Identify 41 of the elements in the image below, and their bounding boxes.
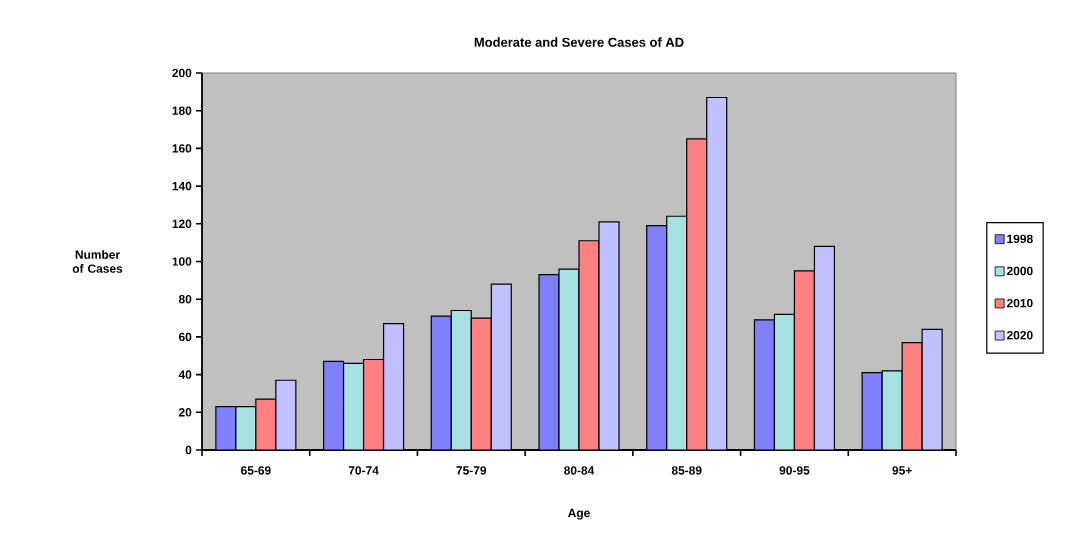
- x-tick-label: 90-95: [779, 466, 810, 475]
- y-tick-label: 60: [178, 332, 192, 342]
- bar: [773, 313, 796, 450]
- y-tick-label: 100: [172, 257, 192, 266]
- y-tick-label: 160: [172, 144, 192, 153]
- bar: [322, 360, 345, 450]
- y-tick-label: 120: [172, 219, 192, 229]
- y-tick-label: 180: [172, 106, 192, 115]
- x-tick-label: 95+: [892, 466, 912, 475]
- bar: [753, 319, 776, 450]
- y-tick-label: 80: [178, 294, 192, 304]
- x-tick-label: 85-89: [671, 466, 702, 475]
- bar: [362, 358, 385, 450]
- legend-label: 1998: [1007, 234, 1033, 244]
- y-tick-label: 40: [178, 370, 192, 379]
- legend-label: 2000: [1006, 266, 1033, 276]
- bar: [470, 317, 492, 450]
- bar: [382, 323, 405, 450]
- bar: [793, 270, 816, 450]
- bar: [646, 225, 668, 450]
- y-tick-label: 0: [185, 445, 192, 455]
- bar: [490, 283, 512, 450]
- x-axis-title: Age: [568, 508, 590, 520]
- bar: [666, 215, 688, 450]
- y-tick-label: 140: [172, 181, 192, 191]
- x-tick-label: 70-74: [348, 466, 379, 475]
- x-tick-label: 80-84: [564, 466, 595, 475]
- bar: [342, 362, 365, 450]
- y-axis-title: Number of Cases: [72, 250, 123, 273]
- bar: [686, 138, 708, 450]
- x-tick-label: 65-69: [241, 466, 271, 475]
- bar: [706, 96, 728, 450]
- bar: [450, 309, 472, 450]
- bar: [430, 315, 452, 450]
- y-tick-label: 20: [178, 408, 192, 417]
- legend-label: 2010: [1006, 298, 1033, 308]
- bar: [813, 245, 836, 450]
- x-tick-label: 75-79: [456, 466, 487, 475]
- legend-label: 2020: [1006, 331, 1033, 340]
- y-tick-label: 200: [172, 68, 192, 78]
- chart-title: Moderate and Severe Cases of AD: [474, 37, 684, 47]
